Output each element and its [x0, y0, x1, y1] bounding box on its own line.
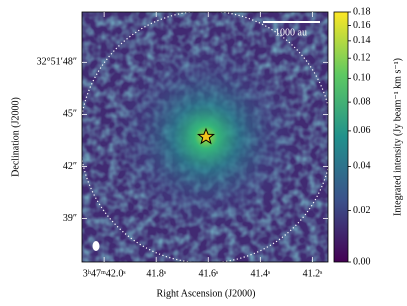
- y-tick-label: 42″: [63, 161, 77, 172]
- x-tick-label: 41.6ˢ: [198, 268, 218, 279]
- star-marker: [197, 127, 215, 145]
- colorbar-tick-label: 0.12: [353, 53, 371, 64]
- scale-bar-label: 1000 au: [275, 27, 307, 38]
- colorbar-tick-label: 0.02: [353, 205, 371, 216]
- colorbar-tick-label: 0.10: [353, 73, 371, 84]
- colorbar-tick-label: 0.06: [353, 125, 371, 136]
- y-axis-label: Declination (J2000): [10, 97, 21, 177]
- colorbar-tick-label: 0.16: [353, 20, 371, 31]
- plot-frame: [81, 11, 329, 263]
- colorbar-tick-label: 0.08: [353, 96, 371, 107]
- colorbar-tick-label: 0.14: [353, 35, 371, 46]
- y-tick-label: 45″: [63, 109, 77, 120]
- colorbar-tick-label: 0.00: [353, 256, 371, 267]
- y-tick-label: 32°51′48″: [37, 57, 77, 68]
- x-tick-label: 41.2ˢ: [303, 268, 323, 279]
- colorbar-tick-label: 0.04: [353, 161, 371, 172]
- colorbar-label: Integrated intensity (Jy beam⁻¹ km s⁻¹): [392, 58, 403, 216]
- beam-ellipse: [92, 241, 100, 251]
- colorbar: [333, 11, 349, 263]
- x-axis-label: Right Ascension (J2000): [157, 288, 256, 299]
- x-tick-label: 41.4ˢ: [251, 268, 271, 279]
- x-tick-label: 3ʰ47ᵐ42.0ˢ: [83, 268, 126, 279]
- y-tick-label: 39″: [63, 213, 77, 224]
- x-tick-label: 41.8ˢ: [146, 268, 166, 279]
- colorbar-tick-label: 0.18: [353, 6, 371, 17]
